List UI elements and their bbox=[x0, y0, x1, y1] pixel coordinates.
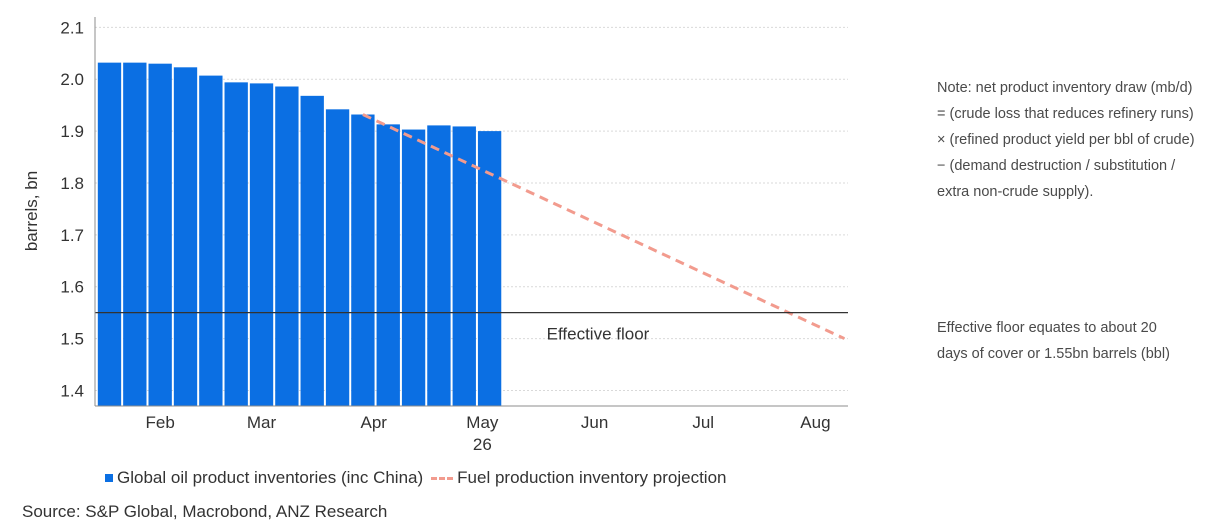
bar bbox=[376, 124, 400, 406]
legend-bar-label: Global oil product inventories (inc Chin… bbox=[117, 468, 424, 487]
y-tick-label: 2.1 bbox=[60, 18, 84, 37]
note-line: Note: net product inventory draw (mb/d) bbox=[937, 80, 1193, 96]
bar bbox=[97, 62, 122, 406]
y-tick-label: 1.8 bbox=[60, 174, 84, 193]
legend: Global oil product inventories (inc Chin… bbox=[105, 468, 726, 488]
note-line: extra non-crude supply). bbox=[937, 184, 1094, 200]
legend-line-label: Fuel production inventory projection bbox=[457, 468, 727, 487]
axes: 1.4 1.5 1.6 1.7 1.8 1.9 2.0 2.1 Feb Mar Apr May Jun J… bbox=[60, 17, 848, 454]
y-tick-label: 1.4 bbox=[60, 381, 84, 400]
floor-line-group: Effective floor bbox=[95, 312, 848, 344]
x-year-label: 26 bbox=[473, 435, 492, 454]
projection-series bbox=[362, 113, 846, 340]
x-tick-label: Jul bbox=[692, 413, 714, 432]
bar bbox=[452, 126, 476, 407]
bar bbox=[401, 129, 426, 406]
bar bbox=[173, 67, 198, 406]
y-tick-label: 2.0 bbox=[60, 70, 84, 89]
x-tick-label: Jun bbox=[581, 413, 608, 432]
bar bbox=[300, 95, 324, 406]
x-tick-label: May bbox=[466, 413, 499, 432]
bar bbox=[249, 83, 274, 406]
bar bbox=[123, 62, 147, 406]
floor-note-line: Effective floor equates to about 20 bbox=[937, 320, 1157, 336]
x-tick-label: Aug bbox=[800, 413, 830, 432]
note-line: − (demand destruction / substitution / bbox=[937, 158, 1176, 174]
bar bbox=[351, 114, 375, 406]
legend-line-swatch bbox=[431, 476, 454, 480]
floor-label: Effective floor bbox=[547, 325, 650, 344]
x-tick-label: Mar bbox=[247, 413, 277, 432]
source-note: Source: S&P Global, Macrobond, ANZ Resea… bbox=[22, 502, 388, 521]
note-line: × (refined product yield per bbl of crud… bbox=[937, 132, 1195, 148]
y-axis-label: barrels, bn bbox=[22, 171, 41, 251]
bar bbox=[224, 82, 248, 407]
legend-bar-swatch bbox=[105, 474, 113, 482]
note-line: = (crude loss that reduces refinery runs… bbox=[937, 106, 1194, 122]
bar bbox=[427, 125, 451, 406]
bar-series bbox=[97, 62, 502, 407]
x-tick-label: Apr bbox=[361, 413, 388, 432]
y-tick-label: 1.6 bbox=[60, 278, 84, 297]
y-tick-label: 1.7 bbox=[60, 226, 84, 245]
floor-note-line: days of cover or 1.55bn barrels (bbl) bbox=[937, 346, 1170, 362]
bar bbox=[148, 63, 172, 407]
projection-line bbox=[362, 113, 846, 340]
bar bbox=[275, 86, 299, 406]
formula-note: Note: net product inventory draw (mb/d) … bbox=[937, 75, 1195, 205]
bar bbox=[477, 131, 502, 406]
y-tick-label: 1.9 bbox=[60, 122, 84, 141]
bar bbox=[325, 109, 350, 407]
bar bbox=[199, 75, 223, 406]
y-tick-label: 1.5 bbox=[60, 330, 84, 349]
x-tick-label: Feb bbox=[146, 413, 175, 432]
floor-note: Effective floor equates to about 20 days… bbox=[937, 315, 1170, 367]
